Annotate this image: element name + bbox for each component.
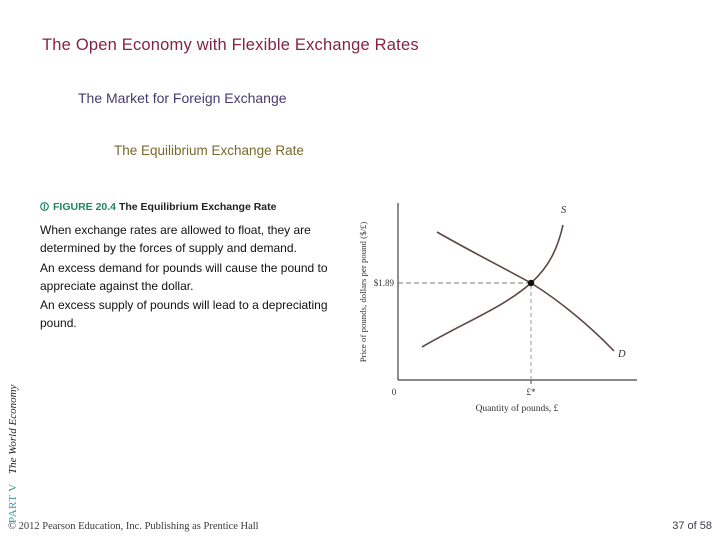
- x-axis-label: Quantity of pounds, £: [476, 403, 559, 414]
- footer-copyright: © 2012 Pearson Education, Inc. Publishin…: [8, 521, 259, 532]
- supply-label: S: [561, 205, 567, 216]
- demand-label: D: [617, 349, 626, 360]
- figure-paragraph: An excess demand for pounds will cause t…: [40, 260, 328, 293]
- slide-subtitle: The Market for Foreign Exchange: [78, 90, 287, 106]
- equilibrium-price-label: $1.89: [374, 278, 395, 288]
- exchange-rate-chart: S D $1.89 0 £* Quantity of pounds, £ Pri…: [352, 185, 652, 420]
- page-number: 37 of 58: [672, 520, 712, 532]
- figure-paragraph: An excess supply of pounds will lead to …: [40, 298, 328, 331]
- figure-caption-text: The Equilibrium Exchange Rate: [118, 201, 277, 213]
- equilibrium-point: [527, 279, 535, 287]
- slide-title: The Open Economy with Flexible Exchange …: [42, 36, 419, 54]
- figure-description: When exchange rates are allowed to float…: [40, 221, 354, 333]
- figure-paragraph: When exchange rates are allowed to float…: [40, 223, 311, 256]
- circled-bullet-icon: [40, 201, 49, 215]
- supply-curve: [421, 224, 564, 348]
- section-heading: The Equilibrium Exchange Rate: [114, 143, 304, 158]
- origin-label: 0: [392, 387, 397, 397]
- demand-curve: [436, 231, 615, 352]
- equilibrium-quantity-label: £*: [527, 387, 537, 397]
- y-axis-label: Price of pounds, dollars per pound ($/£): [358, 222, 368, 363]
- sidebar-part-banner: PART V The World Economy: [5, 383, 21, 523]
- figure-caption: FIGURE 20.4 The Equilibrium Exchange Rat…: [40, 200, 354, 215]
- sidebar-part-label: PART V: [7, 483, 19, 523]
- figure-block: FIGURE 20.4 The Equilibrium Exchange Rat…: [40, 200, 354, 334]
- sidebar-part-title: The World Economy: [7, 385, 19, 475]
- figure-label: FIGURE 20.4: [53, 201, 117, 213]
